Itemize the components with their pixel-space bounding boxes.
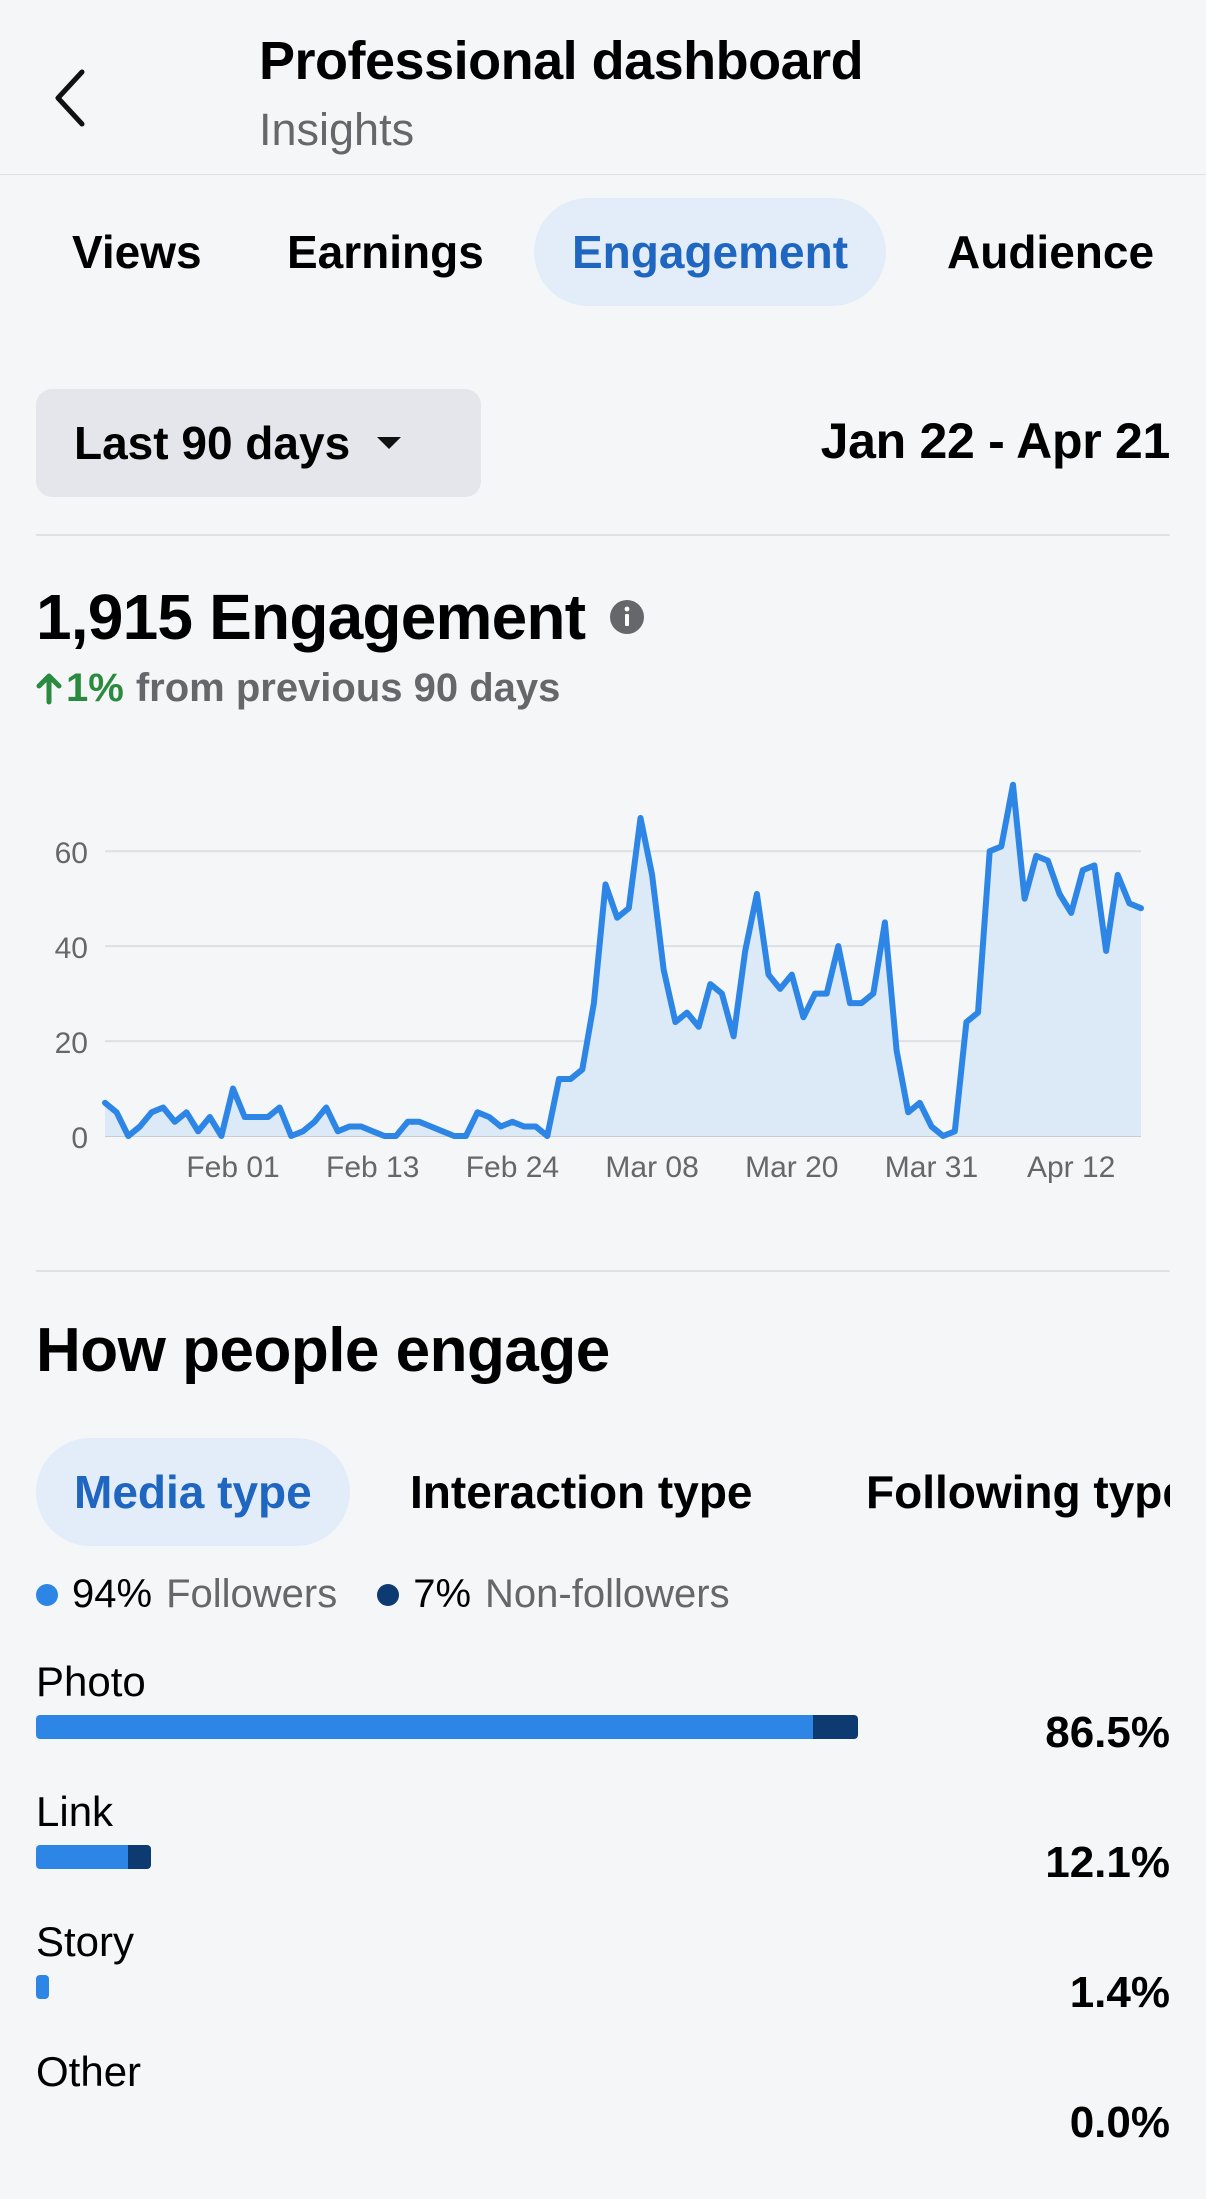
date-range-dropdown[interactable]: Last 90 days <box>36 389 481 497</box>
tab-bar: Views Earnings Engagement Audience <box>0 198 1206 306</box>
tab-following-type[interactable]: Following type <box>866 1466 1170 1518</box>
tab-earnings[interactable]: Earnings <box>287 226 484 278</box>
breakdown-row-percent: 86.5% <box>1045 1708 1170 1757</box>
tab-audience[interactable]: Audience <box>947 226 1155 278</box>
info-icon[interactable] <box>609 599 645 635</box>
x-tick-label: Apr 12 <box>1027 1151 1115 1184</box>
tab-interaction-type[interactable]: Interaction type <box>410 1466 753 1518</box>
followers-segment <box>36 1715 813 1739</box>
breakdown-row-percent: 0.0% <box>1069 2098 1170 2147</box>
engagement-total-label: 1,915 Engagement <box>36 581 586 653</box>
non-followers-segment <box>127 1845 151 1869</box>
arrow-up-icon <box>36 673 62 704</box>
tab-engagement[interactable]: Engagement <box>534 198 887 306</box>
engagement-delta: 1% from previous 90 days <box>36 666 560 711</box>
x-tick-label: Feb 01 <box>186 1151 279 1184</box>
page-subtitle: Insights <box>259 104 415 155</box>
breakdown-row-label: Other <box>36 2048 142 2095</box>
y-tick-label: 60 <box>55 837 88 870</box>
caret-down-icon <box>377 437 402 449</box>
breakdown-row: Photo 86.5% <box>36 1658 1170 1778</box>
series-line <box>102 781 1144 1139</box>
legend-followers: 94% Followers <box>36 1572 337 1617</box>
date-range-dropdown-label: Last 90 days <box>74 417 351 469</box>
series-area <box>105 784 1141 1136</box>
engagement-total: 1,915 Engagement <box>36 580 645 654</box>
divider <box>36 1270 1170 1272</box>
x-tick-label: Mar 20 <box>745 1151 838 1184</box>
date-range-text: Jan 22 - Apr 21 <box>820 413 1171 469</box>
breakdown-row-percent: 12.1% <box>1045 1838 1170 1887</box>
non-followers-dot <box>377 1583 400 1606</box>
non-followers-segment <box>812 1715 858 1739</box>
header: Professional dashboard Insights <box>0 0 1206 175</box>
divider <box>36 534 1170 536</box>
breakdown-row-percent: 1.4% <box>1069 1968 1170 2017</box>
tab-media-type[interactable]: Media type <box>36 1438 350 1546</box>
x-tick-label: Mar 31 <box>885 1151 978 1184</box>
breakdown-row-label: Link <box>36 1788 114 1835</box>
engage-tab-bar: Media type Interaction type Following ty… <box>0 1438 1170 1546</box>
tab-views[interactable]: Views <box>72 226 202 278</box>
breakdown-row: Story 1.4% <box>36 1918 1170 2038</box>
legend-followers-pct: 94% <box>72 1572 153 1616</box>
section-title: How people engage <box>36 1316 610 1385</box>
followers-segment <box>36 1845 128 1869</box>
x-tick-label: Feb 24 <box>466 1151 559 1184</box>
back-button[interactable] <box>40 58 100 138</box>
breakdown-row-label: Story <box>36 1918 135 1965</box>
legend-followers-label: Followers <box>166 1572 338 1616</box>
x-tick-label: Feb 13 <box>326 1151 419 1184</box>
x-tick-label: Mar 08 <box>605 1151 698 1184</box>
breakdown-bar <box>36 1715 858 1739</box>
y-tick-label: 0 <box>71 1122 88 1155</box>
legend-non-followers: 7% Non-followers <box>377 1572 730 1617</box>
delta-percent: 1% <box>66 666 124 710</box>
engagement-chart: 0 20 40 60 Feb 01 Feb 13 Feb 24 Mar 08 Mar 20 Mar… <box>55 781 1144 1184</box>
breakdown-bar <box>36 1975 50 1999</box>
delta-caption: from previous 90 days <box>135 666 561 710</box>
y-tick-label: 40 <box>55 932 88 965</box>
breakdown-row: Link 12.1% <box>36 1788 1170 1908</box>
page-title: Professional dashboard <box>259 31 864 91</box>
legend-non-followers-label: Non-followers <box>485 1572 730 1616</box>
y-tick-label: 20 <box>55 1027 88 1060</box>
breakdown-row-label: Photo <box>36 1658 146 1705</box>
legend: 94% Followers 7% Non-followers <box>36 1572 770 1617</box>
delta-value: 1% <box>36 666 124 711</box>
legend-non-followers-pct: 7% <box>413 1572 472 1616</box>
breakdown-row: Other 0.0% <box>36 2048 1170 2168</box>
chevron-left-icon <box>55 69 85 127</box>
breakdown-bar <box>36 1845 151 1869</box>
followers-segment <box>36 1975 50 1999</box>
followers-dot <box>36 1583 58 1606</box>
